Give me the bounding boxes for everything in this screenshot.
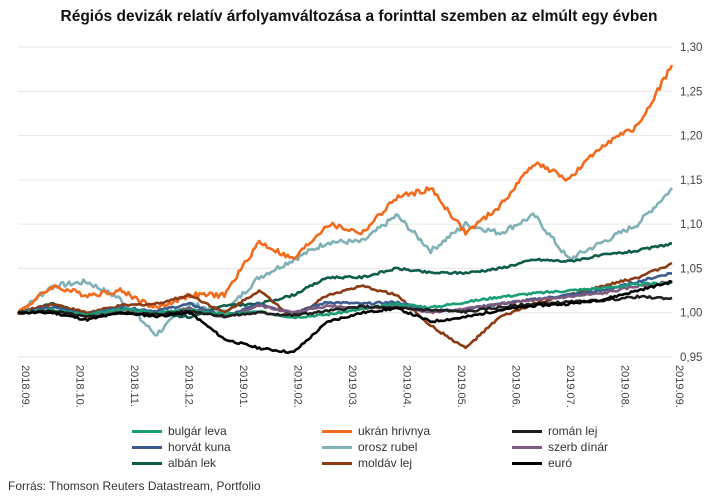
legend-item: szerb dínár [512,440,608,454]
legend-label: román lej [548,424,598,438]
legend-item: albán lek [132,456,216,470]
legend-label: bulgár leva [168,424,227,438]
y-tick-label: 1,00 [680,308,702,320]
legend-swatch [132,461,162,465]
legend-label: moldáv lej [358,456,413,470]
legend-item: ukrán hrivnya [322,424,430,438]
legend-item: euró [512,456,572,470]
x-tick-label: 2019.03. [346,365,358,408]
x-tick-label: 2019.07. [564,365,576,408]
y-tick-labels: 0,95 1,00 1,05 1,10 1,15 1,20 1,25 1,30 [680,42,702,364]
x-tick-label: 2018.10. [74,365,86,408]
series-line-1 [16,64,674,316]
x-tick-label: 2019.01. [237,365,249,408]
y-tick-label: 1,25 [680,86,702,98]
line-chart: 0,95 1,00 1,05 1,10 1,15 1,20 1,25 1,30 2018.09… [16,42,702,408]
source-note: Forrás: Thomson Reuters Datastream, Port… [8,479,261,493]
x-tick-label: 2019.02. [292,365,304,408]
legend-swatch [512,429,542,433]
y-tick-label: 1,30 [680,42,702,54]
y-tick-label: 0,95 [680,352,702,364]
legend-item: román lej [512,424,597,438]
legend-swatch [132,429,162,433]
series-line-8 [17,279,673,355]
legend-item: bulgár leva [132,424,227,438]
x-tick-label: 2019.05. [455,365,467,408]
x-tick-labels: 2018.09. 2018.10. 2018.11. 2018.12. 2019.01.… [19,365,685,408]
legend: bulgár leva ukrán hrivnya román lej horvát … [132,424,652,472]
series-line-0 [17,280,673,320]
y-tick-label: 1,05 [680,263,702,275]
x-tick-label: 2019.08. [619,365,631,408]
x-tick-label: 2019.09. [673,365,685,408]
legend-swatch [322,461,352,465]
legend-item: horvát kuna [132,440,231,454]
legend-item: orosz rubel [322,440,417,454]
x-tick-label: 2018.09. [19,365,31,408]
legend-swatch [322,445,352,449]
legend-label: horvát kuna [168,440,231,454]
legend-label: albán lek [168,456,217,470]
legend-label: szerb dínár [548,440,609,454]
x-tick-label: 2019.06. [510,365,522,408]
y-tick-label: 1,20 [680,131,702,143]
legend-swatch [132,445,162,449]
legend-swatch [512,445,542,449]
y-tick-label: 1,10 [680,219,702,231]
legend-swatch [322,429,352,433]
series-lines [16,64,674,355]
legend-item: moldáv lej [322,456,412,470]
y-tick-label: 1,15 [680,175,702,187]
chart-title: Régiós devizák relatív árfolyamváltozása… [60,8,658,25]
legend-swatch [512,461,542,465]
legend-label: ukrán hrivnya [358,424,431,438]
legend-label: euró [548,456,573,470]
x-tick-label: 2018.11. [128,365,140,407]
x-tick-label: 2018.12. [183,365,195,408]
legend-label: orosz rubel [358,440,418,454]
x-tick-label: 2019.04. [401,365,413,408]
